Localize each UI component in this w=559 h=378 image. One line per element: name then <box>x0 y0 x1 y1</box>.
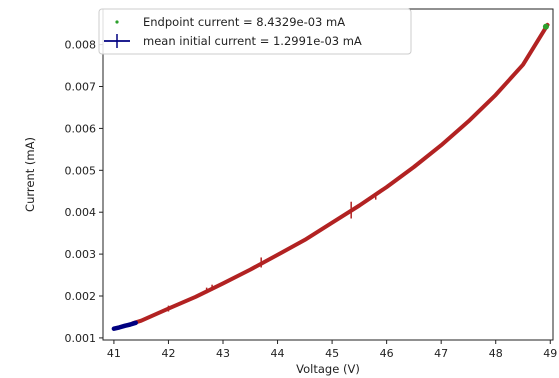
x-tick-label: 43 <box>216 347 230 360</box>
fit-curve-line <box>131 22 550 326</box>
x-tick-label: 46 <box>380 347 394 360</box>
y-tick-label: 0.004 <box>65 206 97 219</box>
y-tick-label: 0.001 <box>65 332 97 345</box>
endpoint-marker <box>542 23 549 30</box>
axis-ticks: 41 42 43 44 45 46 47 48 49 0.001 0.002 0.003 0.004 0.… <box>65 39 558 360</box>
y-axis-label: Current (mA) <box>23 137 37 212</box>
legend-label-initial: mean initial current = 1.2991e-03 mA <box>143 34 362 48</box>
y-tick-label: 0.005 <box>65 164 97 177</box>
x-tick-label: 48 <box>489 347 503 360</box>
x-tick-label: 49 <box>543 347 557 360</box>
legend-label-endpoint: Endpoint current = 8.4329e-03 mA <box>143 15 345 29</box>
x-tick-label: 45 <box>325 347 339 360</box>
x-tick-label: 44 <box>271 347 285 360</box>
x-axis-label: Voltage (V) <box>296 362 360 376</box>
y-tick-label: 0.002 <box>65 290 97 303</box>
x-tick-label: 41 <box>107 347 121 360</box>
initial-current-line <box>111 320 138 331</box>
legend-box <box>98 8 412 55</box>
y-tick-label: 0.008 <box>65 39 97 52</box>
y-tick-label: 0.006 <box>65 122 97 135</box>
legend: Endpoint current = 8.4329e-03 mA mean in… <box>98 8 412 55</box>
data-series <box>111 22 550 331</box>
x-tick-label: 47 <box>434 347 448 360</box>
y-tick-label: 0.007 <box>65 81 97 94</box>
x-tick-label: 42 <box>161 347 175 360</box>
legend-marker-endpoint <box>115 20 119 24</box>
y-tick-label: 0.003 <box>65 248 97 261</box>
